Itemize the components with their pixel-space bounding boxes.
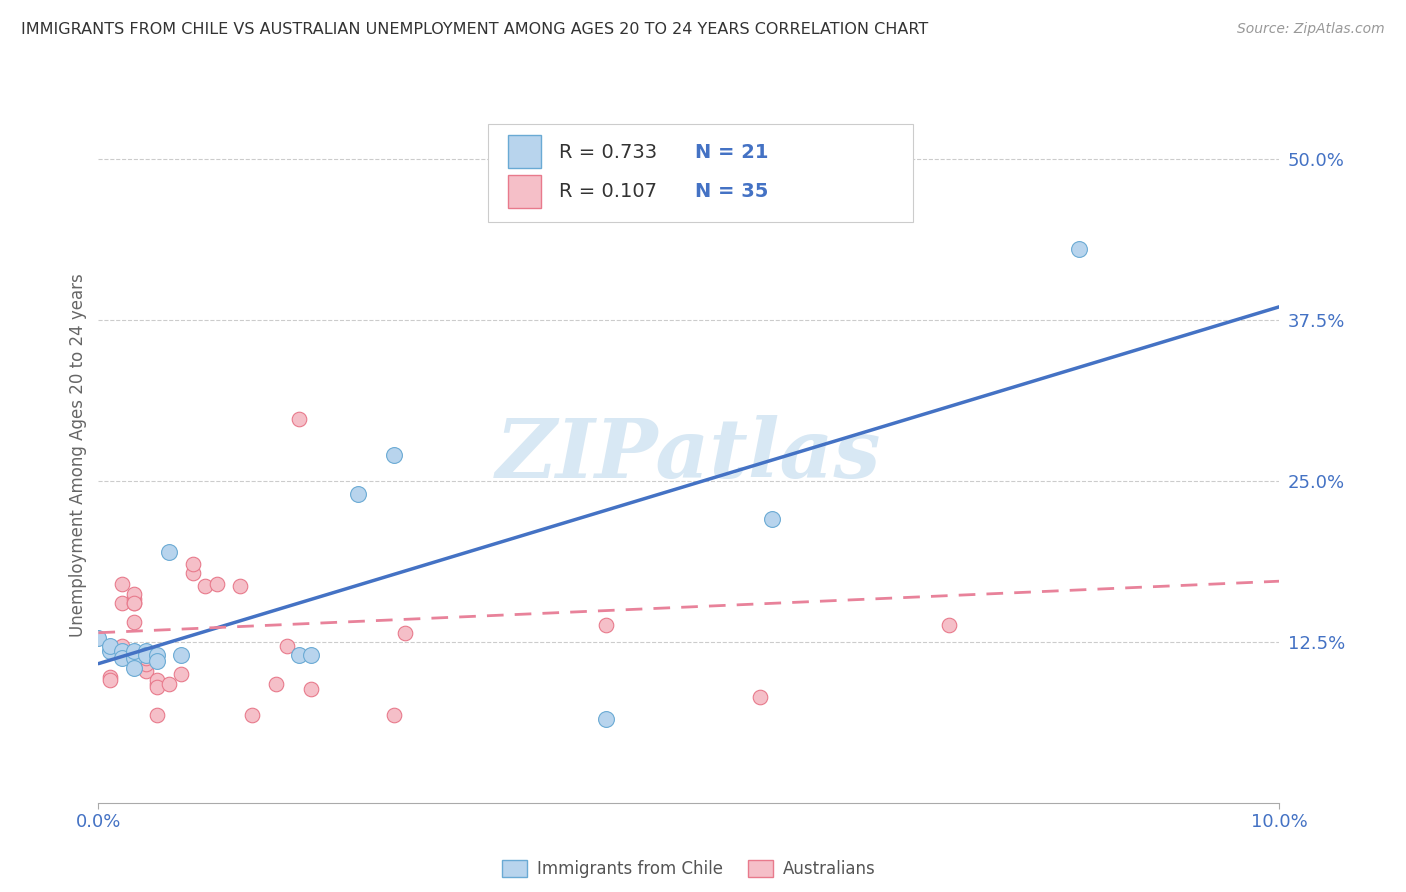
FancyBboxPatch shape xyxy=(508,135,541,169)
Point xyxy=(382,708,405,723)
Point xyxy=(111,576,134,591)
Point xyxy=(938,618,960,632)
Point xyxy=(170,648,193,662)
Point xyxy=(122,660,145,674)
Point xyxy=(98,673,121,688)
Point xyxy=(170,667,193,681)
Point xyxy=(299,648,322,662)
Text: ZIPatlas: ZIPatlas xyxy=(496,415,882,495)
Point xyxy=(181,558,204,572)
Point xyxy=(595,712,617,726)
Point xyxy=(761,512,783,526)
Point xyxy=(146,654,169,668)
Y-axis label: Unemployment Among Ages 20 to 24 years: Unemployment Among Ages 20 to 24 years xyxy=(69,273,87,637)
Point xyxy=(205,576,228,591)
Point xyxy=(122,587,145,601)
Point xyxy=(98,669,121,683)
Point xyxy=(111,639,134,653)
Point xyxy=(98,644,121,658)
Point xyxy=(135,651,157,665)
Point xyxy=(111,596,134,610)
Point xyxy=(181,566,204,581)
Point xyxy=(394,625,416,640)
Point xyxy=(264,677,287,691)
Point xyxy=(135,648,157,662)
Point xyxy=(111,644,134,658)
Point xyxy=(135,665,157,679)
Point xyxy=(98,639,121,653)
Text: R = 0.733: R = 0.733 xyxy=(560,143,657,161)
Point xyxy=(146,648,169,662)
Point xyxy=(288,648,311,662)
Point xyxy=(1067,242,1090,256)
Point xyxy=(87,631,110,645)
Point xyxy=(146,673,169,688)
Point xyxy=(122,596,145,610)
Point xyxy=(157,544,180,558)
Point xyxy=(229,579,252,593)
Point xyxy=(595,618,617,632)
Text: Source: ZipAtlas.com: Source: ZipAtlas.com xyxy=(1237,22,1385,37)
Point xyxy=(87,631,110,645)
Point xyxy=(135,657,157,671)
Point xyxy=(299,682,322,697)
Point xyxy=(748,690,770,705)
Point xyxy=(135,644,157,658)
Legend: Immigrants from Chile, Australians: Immigrants from Chile, Australians xyxy=(495,854,883,885)
FancyBboxPatch shape xyxy=(508,175,541,208)
Point xyxy=(194,579,217,593)
Point xyxy=(146,708,169,723)
Text: R = 0.107: R = 0.107 xyxy=(560,183,657,202)
Point xyxy=(240,708,263,723)
Text: IMMIGRANTS FROM CHILE VS AUSTRALIAN UNEMPLOYMENT AMONG AGES 20 TO 24 YEARS CORRE: IMMIGRANTS FROM CHILE VS AUSTRALIAN UNEM… xyxy=(21,22,928,37)
Point xyxy=(122,651,145,665)
Point xyxy=(122,644,145,658)
Point xyxy=(382,448,405,462)
Point xyxy=(146,680,169,694)
Point xyxy=(111,651,134,665)
Point xyxy=(146,677,169,691)
Text: N = 35: N = 35 xyxy=(695,183,768,202)
Point xyxy=(122,615,145,630)
Point xyxy=(157,677,180,691)
Text: N = 21: N = 21 xyxy=(695,143,768,161)
Point xyxy=(347,486,370,500)
FancyBboxPatch shape xyxy=(488,124,914,222)
Point xyxy=(122,592,145,607)
Point xyxy=(288,412,311,426)
Point xyxy=(276,639,298,653)
Point xyxy=(122,596,145,610)
